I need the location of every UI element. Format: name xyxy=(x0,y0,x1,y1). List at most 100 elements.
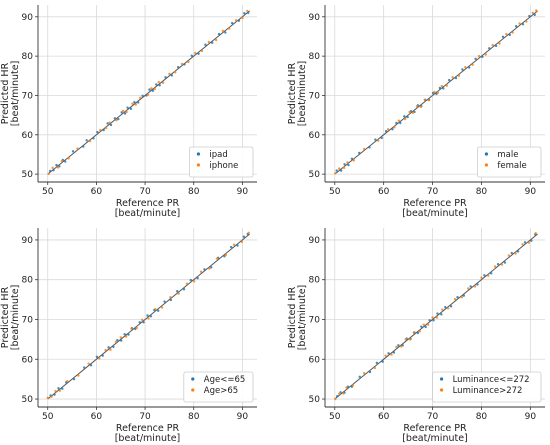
data-point xyxy=(116,338,119,342)
data-point xyxy=(390,353,393,356)
data-point xyxy=(241,16,244,20)
data-point xyxy=(471,63,474,66)
data-point xyxy=(98,357,101,360)
data-point xyxy=(48,169,52,173)
data-point xyxy=(447,78,451,82)
data-point xyxy=(362,371,366,375)
data-point xyxy=(160,306,164,309)
data-point xyxy=(196,276,199,280)
data-point xyxy=(101,354,104,357)
x-tick-label: 90 xyxy=(237,187,249,197)
data-point xyxy=(447,307,450,310)
data-point xyxy=(52,169,55,172)
data-point xyxy=(518,22,521,25)
data-point xyxy=(109,123,113,127)
legend-marker xyxy=(484,163,488,167)
y-tick-label: 70 xyxy=(309,315,321,325)
data-point xyxy=(535,9,538,12)
data-point xyxy=(521,23,525,26)
x-tick-label: 80 xyxy=(188,412,200,422)
data-point xyxy=(217,32,221,36)
data-point xyxy=(197,52,200,55)
data-point xyxy=(224,253,228,257)
data-point xyxy=(511,31,514,34)
data-point xyxy=(468,66,471,69)
data-point xyxy=(177,292,180,295)
data-point xyxy=(146,314,149,317)
data-point xyxy=(46,396,49,400)
data-point xyxy=(158,84,161,87)
data-point xyxy=(393,126,396,129)
x-tick-label: 70 xyxy=(427,187,439,197)
data-point xyxy=(347,163,350,167)
legend-label: male xyxy=(497,150,518,160)
data-point xyxy=(392,351,396,354)
data-point xyxy=(490,272,493,275)
x-tick-label: 80 xyxy=(476,187,488,197)
data-point xyxy=(336,395,339,398)
x-tick-label: 60 xyxy=(91,412,103,422)
data-point xyxy=(240,240,244,244)
series-2 xyxy=(47,9,249,175)
data-point xyxy=(386,128,390,131)
data-point xyxy=(170,74,174,77)
data-point xyxy=(444,305,447,309)
data-point xyxy=(102,128,105,132)
data-point xyxy=(461,68,464,71)
data-point xyxy=(147,317,150,320)
data-point xyxy=(96,130,99,134)
data-point xyxy=(440,84,444,88)
data-point xyxy=(343,163,346,166)
data-point xyxy=(193,280,196,283)
data-point xyxy=(193,51,197,55)
data-point xyxy=(374,138,377,141)
data-point xyxy=(154,307,157,311)
data-point xyxy=(164,76,167,79)
data-point xyxy=(230,21,234,25)
data-point xyxy=(123,112,127,115)
data-point xyxy=(155,83,158,86)
data-point xyxy=(426,323,430,326)
data-point xyxy=(76,147,79,150)
data-point xyxy=(413,331,416,334)
data-point xyxy=(211,41,214,44)
series-1 xyxy=(48,11,250,173)
data-point xyxy=(61,387,64,390)
data-point xyxy=(453,298,457,301)
data-point xyxy=(449,305,453,308)
identity-line xyxy=(47,10,251,175)
data-point xyxy=(424,325,427,329)
y-tick-label: 70 xyxy=(22,315,34,325)
data-point xyxy=(358,151,361,155)
y-tick-label: 90 xyxy=(309,13,321,23)
data-point xyxy=(399,121,402,125)
data-point xyxy=(415,105,419,108)
data-point xyxy=(514,252,517,255)
data-point xyxy=(352,159,356,162)
x-axis-label: [beat/minute] xyxy=(115,208,181,219)
series-2 xyxy=(334,231,537,401)
data-point xyxy=(174,71,177,74)
data-point xyxy=(57,387,60,390)
x-axis-label: Reference PR xyxy=(116,423,180,434)
x-tick-label: 90 xyxy=(237,412,249,422)
data-point xyxy=(481,55,484,59)
x-tick-label: 60 xyxy=(91,187,103,197)
y-axis-label: [beat/minute] xyxy=(297,285,308,351)
series-1 xyxy=(336,233,537,398)
data-point xyxy=(133,100,136,104)
data-point xyxy=(185,282,189,285)
legend-box xyxy=(183,371,254,403)
data-point xyxy=(138,321,141,324)
data-point xyxy=(397,119,401,122)
legend-label: Age<=65 xyxy=(204,375,246,385)
y-tick-label: 80 xyxy=(309,276,321,286)
legend-label: Luminance>272 xyxy=(453,386,523,396)
data-point xyxy=(99,128,102,132)
data-point xyxy=(204,43,207,46)
data-point xyxy=(120,339,123,342)
